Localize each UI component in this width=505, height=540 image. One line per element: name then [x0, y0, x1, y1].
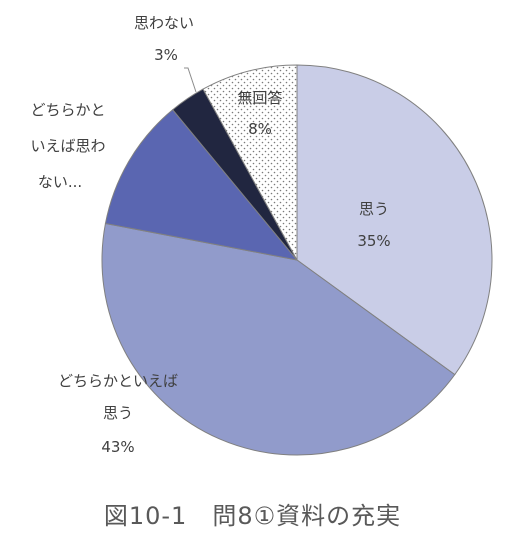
- label-dochira-omou: どちらかといえば: [58, 372, 178, 390]
- label-mukaitou: 無回答: [237, 89, 282, 107]
- pie-slice-1: [101, 222, 456, 456]
- label-omowanai: 思わない: [134, 14, 194, 32]
- label-omou-pct: 35%: [357, 232, 390, 250]
- pie-slice-2: [104, 109, 299, 261]
- label-dochira-omowanai-2: いえば思わ: [30, 137, 105, 155]
- pie-chart: 思う 35% どちらかといえば 思う 43% どちらかと いえば思わ ない...…: [30, 14, 493, 456]
- label-dochira-omowanai-3: ない...: [38, 173, 82, 191]
- pie-slice-0: [296, 64, 493, 376]
- pie-slices: [101, 64, 493, 456]
- label-mukaitou-pct: 8%: [248, 120, 272, 138]
- pie-slice-4: [202, 64, 298, 261]
- label-dochira-omou-2: 思う: [103, 404, 133, 422]
- leader-line-omowanai: [184, 67, 197, 93]
- label-dochira-omowanai: どちらかと: [30, 101, 105, 119]
- label-omou: 思う: [359, 200, 389, 218]
- label-omowanai-pct: 3%: [154, 46, 178, 64]
- label-dochira-omou-pct: 43%: [101, 438, 134, 456]
- figure-caption: 図10-1 問8①資料の充実: [103, 502, 402, 530]
